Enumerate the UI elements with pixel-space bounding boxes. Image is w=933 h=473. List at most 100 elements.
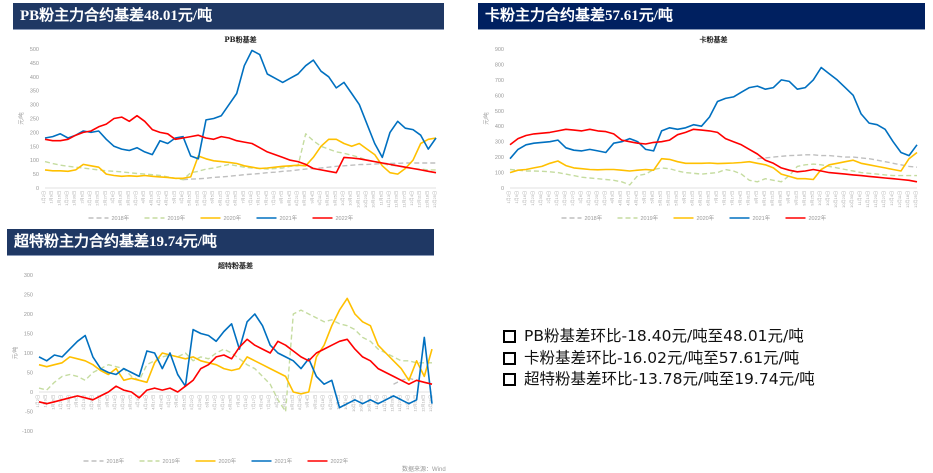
- x-tick-label: 1月23日: [530, 191, 535, 206]
- ka-basis-banner: 卡粉主力合约基差57.61元/吨: [478, 3, 925, 30]
- pb-basis-chart: PB粉基差 0 50 100 150 200 250 300 350 400 450 500 元/吨 1月…: [13, 33, 444, 228]
- x-tick-label: 10月16日: [351, 395, 356, 412]
- x-tick-label: 6月5日: [210, 191, 215, 203]
- x-tick-label: 2月13日: [554, 191, 559, 206]
- legend-label: 2018年: [107, 457, 125, 465]
- x-tick-label: 8月7日: [279, 191, 284, 203]
- x-tick-label: 1月30日: [66, 395, 71, 410]
- y-tick-label: 200: [495, 155, 504, 161]
- legend-item: 2022年: [312, 214, 354, 222]
- y-tick-label: 300: [30, 103, 39, 109]
- x-tick-label: 5月15日: [187, 191, 192, 206]
- x-tick-label: 5月29日: [202, 191, 207, 206]
- legend-item: 2021年: [251, 457, 293, 465]
- series-line-2022: [44, 114, 437, 174]
- x-tick-label: 10月16日: [355, 191, 360, 208]
- x-tick-label: 5月29日: [197, 395, 202, 410]
- legend-label: 2020年: [219, 457, 237, 465]
- x-tick-label: 5月29日: [674, 191, 679, 206]
- x-tick-label: 3月6日: [110, 191, 115, 203]
- x-tick-label: 2月20日: [89, 395, 94, 410]
- x-tick-label: 10月9日: [343, 395, 348, 410]
- series-line-2022: [509, 128, 918, 183]
- x-tick-label: 12月11日: [897, 191, 902, 208]
- x-tick-label: 7月31日: [745, 191, 750, 206]
- chart-title: 超特粉基差: [218, 261, 253, 270]
- x-tick-label: 5月22日: [194, 191, 199, 206]
- checkbox-bullet-icon: [503, 330, 516, 344]
- x-tick-label: 5月15日: [658, 191, 663, 206]
- x-tick-label: 6月19日: [225, 191, 230, 206]
- x-tick-label: 1月30日: [538, 191, 543, 206]
- x-tick-label: 3月27日: [602, 191, 607, 206]
- x-tick-label: 4月3日: [610, 191, 615, 203]
- x-tick-label: 11月20日: [873, 191, 878, 208]
- x-tick-label: 12月25日: [432, 191, 437, 208]
- x-tick-label: 5月8日: [174, 395, 179, 407]
- x-tick-label: 2月27日: [102, 191, 107, 206]
- x-tick-label: 4月17日: [626, 191, 631, 206]
- x-tick-label: 5月8日: [179, 191, 184, 203]
- series-line-2022: [38, 338, 433, 405]
- x-tick-label: 1月9日: [43, 395, 48, 407]
- x-tick-label: 4月17日: [151, 395, 156, 410]
- x-tick-label: 2月27日: [570, 191, 575, 206]
- x-tick-label: 3月13日: [586, 191, 591, 206]
- x-tick-label: 12月4日: [889, 191, 894, 206]
- x-tick-label: 4月10日: [148, 191, 153, 206]
- x-tick-label: 4月24日: [158, 395, 163, 410]
- x-tick-label: 7月17日: [256, 191, 261, 206]
- x-tick-label: 3月20日: [594, 191, 599, 206]
- x-tick-label: 5月22日: [189, 395, 194, 410]
- x-tick-label: 7月24日: [263, 191, 268, 206]
- legend-item: 2019年: [617, 214, 659, 222]
- legend-item: 2019年: [144, 214, 186, 222]
- x-tick-label: 4月10日: [618, 191, 623, 206]
- x-tick-label: 11月13日: [382, 395, 387, 412]
- y-axis-label: 元/吨: [17, 112, 25, 125]
- x-tick-label: 1月30日: [72, 191, 77, 206]
- x-tick-label: 8月14日: [286, 191, 291, 206]
- x-tick-label: 8月14日: [761, 191, 766, 206]
- y-tick-label: 100: [495, 171, 504, 177]
- x-tick-label: 8月21日: [294, 191, 299, 206]
- y-tick-label: 100: [30, 158, 39, 164]
- x-tick-label: 3月6日: [578, 191, 583, 203]
- y-tick-label: 300: [24, 273, 33, 279]
- legend-label: 2020年: [697, 214, 715, 222]
- x-tick-label: 2月20日: [95, 191, 100, 206]
- x-tick-label: 9月11日: [317, 191, 322, 205]
- legend-label: 2022年: [331, 457, 349, 465]
- x-tick-label: 11月27日: [401, 191, 406, 208]
- x-tick-label: 6月26日: [233, 191, 238, 206]
- x-tick-label: 3月20日: [125, 191, 130, 206]
- superfine-basis-chart: 超特粉基差 -100 -50 0 50 100 150 200 250 300 元/吨 1月2日 1月9…: [7, 259, 440, 471]
- y-tick-label: -50: [25, 410, 33, 416]
- x-tick-label: 10月23日: [363, 191, 368, 208]
- x-tick-label: 8月21日: [289, 395, 294, 410]
- legend-label: 2018年: [585, 214, 603, 222]
- x-tick-label: 1月23日: [64, 191, 69, 206]
- x-tick-label: 2月13日: [87, 191, 92, 206]
- x-tick-label: 4月10日: [143, 395, 148, 410]
- x-tick-label: 12月18日: [424, 191, 429, 208]
- data-source-note: 数据来源：Wind: [402, 467, 446, 473]
- x-tick-label: 2月27日: [97, 395, 102, 410]
- x-tick-label: 1月16日: [56, 191, 61, 206]
- x-tick-label: 11月6日: [857, 191, 862, 205]
- legend-label: 2022年: [336, 214, 354, 222]
- x-tick-label: 6月19日: [220, 395, 225, 410]
- x-tick-label: 9月11日: [793, 191, 798, 205]
- y-tick-label: 350: [30, 89, 39, 95]
- legend-label: 2021年: [280, 214, 298, 222]
- legend-label: 2022年: [809, 214, 827, 222]
- x-tick-label: 6月26日: [706, 191, 711, 206]
- x-tick-label: 9月4日: [309, 191, 314, 203]
- y-tick-label: -100: [22, 429, 33, 435]
- x-tick-label: 5月1日: [642, 191, 647, 203]
- x-tick-label: 7月10日: [721, 191, 726, 206]
- x-tick-label: 7月17日: [729, 191, 734, 206]
- series-line-2018: [757, 154, 918, 168]
- x-tick-label: 7月3日: [240, 191, 245, 203]
- y-tick-label: 200: [24, 312, 33, 318]
